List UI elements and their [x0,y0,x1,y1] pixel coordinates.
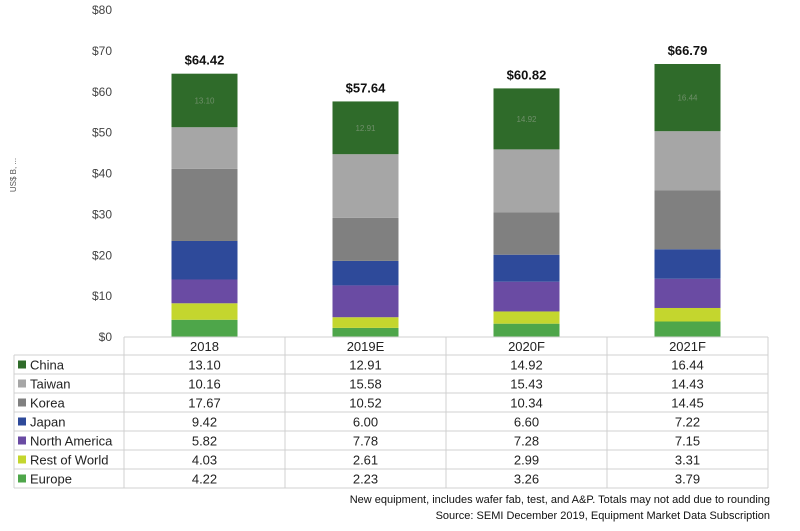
y-tick-label: $70 [92,44,112,58]
table-cell-value: 2.23 [353,472,378,487]
legend-swatch [18,379,26,388]
bars: 13.10 12.91 14.92 16.44 [171,63,721,337]
bar-segment [493,281,560,312]
x-category-label: 2018 [190,339,219,354]
total-labels: $64.42 $57.64 $60.82 $66.79 [185,43,708,95]
data-table: 2018 2019E 2020F 2021F China 13.10 12.91 14.92 1… [13,336,769,489]
table-cell-value: 4.03 [192,453,217,468]
table-cell-value: 7.78 [353,434,378,449]
bar-segment [493,149,560,213]
table-cell-value: 5.82 [192,434,217,449]
table-cell-value: 6.00 [353,415,378,430]
table-cell-value: 14.45 [671,396,704,411]
bar-segment [332,101,399,155]
legend-swatch [18,417,26,426]
legend-swatch [18,360,26,369]
x-category-label: 2021F [669,339,706,354]
bar-segment [171,279,238,304]
table-cell-value: 3.79 [675,472,700,487]
bar-segment [171,240,238,280]
bar-segment [493,212,560,255]
y-tick-label: $40 [92,167,112,181]
total-label: $57.64 [346,80,387,95]
y-tick-label: $20 [92,248,112,262]
legend-series-name: Taiwan [30,377,70,392]
y-tick-label: $10 [92,289,112,303]
legend-series-name: Korea [30,396,65,411]
table-cell-value: 2.61 [353,453,378,468]
bar-segment [332,260,399,286]
table-cell-value: 9.42 [192,415,217,430]
legend-swatch [18,436,26,445]
bar-segment [654,321,721,337]
total-label: $60.82 [507,67,547,82]
bar-segment [654,190,721,250]
y-tick-label: $0 [99,330,113,344]
total-label: $64.42 [185,53,225,68]
bar-data-label: 13.10 [194,96,215,105]
bar-segment [654,63,721,132]
table-cell-value: 7.28 [514,434,539,449]
legend-series-name: China [30,358,65,373]
legend-series-name: Rest of World [30,453,109,468]
legend-swatch [18,474,26,483]
bar-segment [654,131,721,191]
bar-data-label: 14.92 [516,115,537,124]
y-tick-label: $50 [92,126,112,140]
footnote-rounding: New equipment, includes wafer fab, test,… [349,494,770,506]
table-cell-value: 3.31 [675,453,700,468]
y-axis-label: US$ B, ... [9,158,18,192]
legend-series-name: Europe [30,472,72,487]
table-cell-value: 15.58 [349,377,382,392]
legend-series-name: Japan [30,415,65,430]
table-cell-value: 17.67 [188,396,221,411]
bar-segment [171,319,238,337]
table-cell-value: 10.34 [510,396,543,411]
bar-segment [332,317,399,328]
y-tick-label: $30 [92,207,112,221]
y-tick-label: $60 [92,85,112,99]
x-category-label: 2019E [347,339,385,354]
bar-segment [493,88,560,150]
bar-segment [171,168,238,241]
table-cell-value: 2.99 [514,453,539,468]
bar-segment [654,249,721,279]
table-cell-value: 10.52 [349,396,382,411]
legend-swatch [18,455,26,464]
table-cell-value: 16.44 [671,358,704,373]
bar-segment [332,327,399,337]
table-cell-value: 14.43 [671,377,704,392]
bar-segment [493,311,560,324]
bar-segment [332,217,399,261]
table-cell-value: 12.91 [349,358,382,373]
table-cell-value: 7.22 [675,415,700,430]
bar-data-label: 12.91 [355,124,376,133]
bar-segment [171,303,238,320]
total-label: $66.79 [668,43,708,58]
table-cell-value: 7.15 [675,434,700,449]
table-cell-value: 4.22 [192,472,217,487]
table-cell-value: 3.26 [514,472,539,487]
bar-segment [332,285,399,318]
legend-swatch [18,398,26,407]
bar-segment [493,254,560,282]
bar-segment [654,307,721,322]
table-cell-value: 13.10 [188,358,221,373]
bar-segment [171,73,238,128]
table-cell-value: 6.60 [514,415,539,430]
bar-data-label: 16.44 [677,94,698,103]
table-cell-value: 15.43 [510,377,543,392]
x-category-label: 2020F [508,339,545,354]
bar-segment [332,154,399,218]
bar-segment [493,323,560,337]
footnote-source: Source: SEMI December 2019, Equipment Ma… [435,510,770,522]
bar-segment [171,127,238,169]
legend-series-name: North America [30,434,113,449]
bar-segment [654,278,721,308]
y-axis: $0 $10 $20 $30 $40 $50 $60 $70 $80 [92,3,112,344]
y-tick-label: $80 [92,3,112,17]
table-cell-value: 14.92 [510,358,543,373]
table-cell-value: 10.16 [188,377,221,392]
